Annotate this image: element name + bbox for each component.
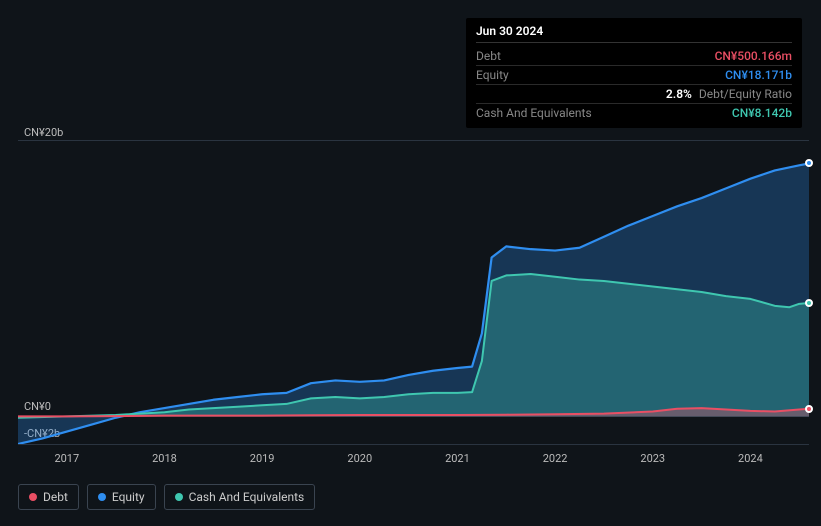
x-axis-label: 2024: [738, 452, 763, 465]
x-axis-label: 2023: [640, 452, 665, 465]
legend-dot-icon: [175, 493, 183, 501]
x-axis-label: 2021: [445, 452, 470, 465]
series-area-cash-and-equivalents: [18, 274, 809, 418]
y-axis-label: CN¥20b: [24, 126, 63, 139]
debt-equity-chart: CN¥20bCN¥0-CN¥2b 20172018201920202021202…: [0, 0, 821, 526]
legend-item-equity[interactable]: Equity: [87, 484, 156, 510]
legend-item-cash-and-equivalents[interactable]: Cash And Equivalents: [164, 484, 316, 510]
x-axis-label: 2020: [347, 452, 372, 465]
x-axis-label: 2017: [54, 452, 79, 465]
series-marker-cash-and-equivalents: [805, 299, 813, 307]
gridline: [18, 444, 809, 445]
x-axis-label: 2019: [250, 452, 275, 465]
legend-dot-icon: [98, 493, 106, 501]
x-axis-label: 2022: [543, 452, 568, 465]
chart-plot-area: [18, 140, 809, 444]
chart-legend: Debt Equity Cash And Equivalents: [18, 484, 315, 510]
series-marker-debt: [805, 405, 813, 413]
series-marker-equity: [805, 159, 813, 167]
x-axis-label: 2018: [152, 452, 177, 465]
legend-label: Debt: [43, 490, 68, 504]
legend-item-debt[interactable]: Debt: [18, 484, 79, 510]
legend-label: Equity: [112, 490, 145, 504]
legend-label: Cash And Equivalents: [189, 490, 305, 504]
legend-dot-icon: [29, 493, 37, 501]
